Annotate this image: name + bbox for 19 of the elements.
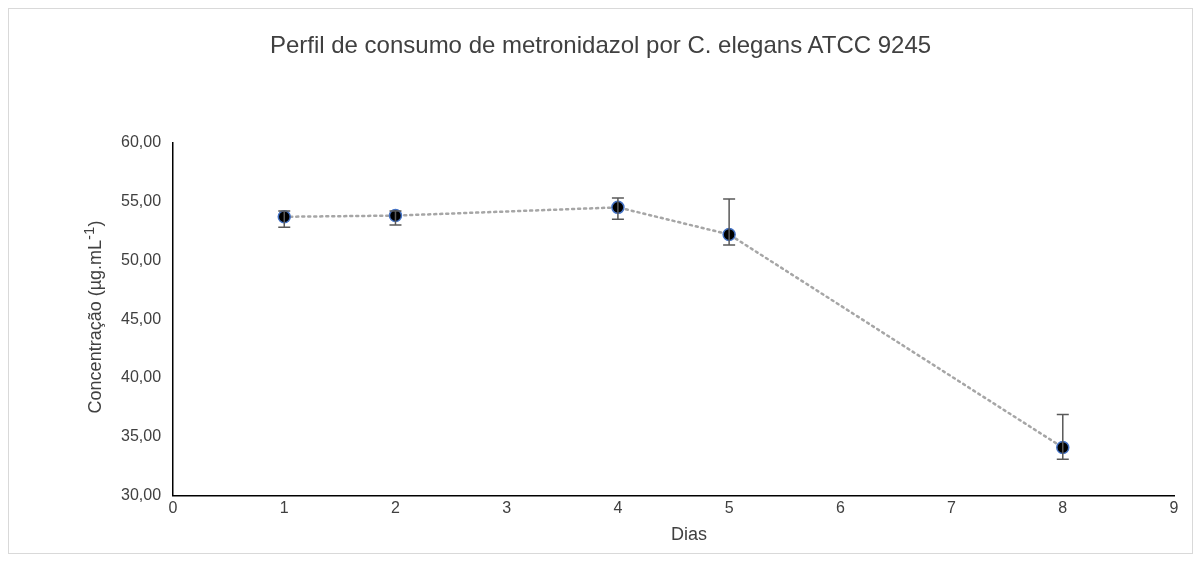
x-tick-label: 6 bbox=[835, 498, 845, 516]
y-tick-label: 60,00 bbox=[120, 133, 162, 151]
x-tick-label: 0 bbox=[168, 498, 178, 516]
y-tick-label: 55,00 bbox=[120, 191, 162, 209]
chart-title: Perfil de consumo de metronidazol por C. elegans ATCC 9245 bbox=[268, 31, 933, 59]
x-tick-label: 4 bbox=[613, 498, 623, 516]
x-tick-label: 1 bbox=[279, 498, 289, 516]
x-tick-label: 3 bbox=[502, 498, 512, 516]
y-tick-label: 30,00 bbox=[120, 486, 162, 504]
x-tick-label: 7 bbox=[947, 498, 957, 516]
y-tick-label: 50,00 bbox=[120, 250, 162, 268]
x-tick-label: 2 bbox=[391, 498, 401, 516]
y-tick-label: 45,00 bbox=[120, 309, 162, 327]
x-axis-title: Dias bbox=[670, 524, 708, 545]
x-tick-label: 5 bbox=[724, 498, 734, 516]
y-tick-label: 40,00 bbox=[120, 368, 162, 386]
x-tick-label: 9 bbox=[1169, 498, 1179, 516]
x-tick-label: 8 bbox=[1058, 498, 1068, 516]
y-tick-label: 35,00 bbox=[120, 427, 162, 445]
